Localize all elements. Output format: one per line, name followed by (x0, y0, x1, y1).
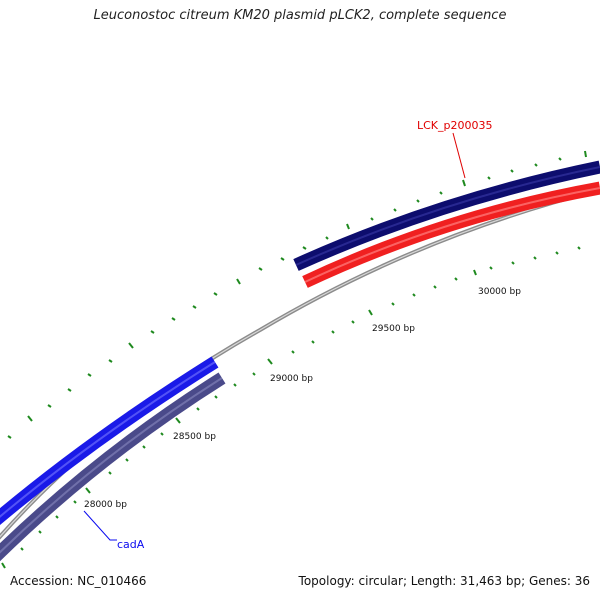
feature-track-slate (0, 372, 226, 562)
feature-track-slate-highlight (0, 377, 223, 554)
feature-track-navy (293, 160, 600, 271)
inner-ticks (1, 246, 581, 569)
gene-cadA-highlight (0, 361, 216, 518)
map-title: Leuconostoc citreum KM20 plasmid pLCK2, … (93, 8, 507, 23)
tick-label-29000: 29000 bp (270, 374, 313, 384)
feature-track-navy-highlight (295, 166, 600, 266)
tick-label-29500: 29500 bp (372, 324, 415, 334)
accession-text: Accession: NC_010466 (10, 574, 147, 588)
gene-LCK_p200035-leader (452, 132, 466, 179)
tick-label-28500: 28500 bp (173, 432, 216, 442)
tick-label-28000: 28000 bp (84, 500, 127, 510)
outer-ticks (7, 150, 587, 439)
tick-label-30000: 30000 bp (478, 287, 521, 297)
backbone-arc (0, 188, 600, 540)
gene-cadA-leader (83, 510, 117, 541)
backbone-arc-highlight (0, 189, 600, 538)
gene-LCK_p200035-highlight (304, 187, 600, 283)
gene-LCK_p200035-label: LCK_p200035 (417, 119, 493, 132)
summary-text: Topology: circular; Length: 31,463 bp; G… (298, 574, 590, 588)
gene-cadA-label: cadA (117, 538, 145, 551)
